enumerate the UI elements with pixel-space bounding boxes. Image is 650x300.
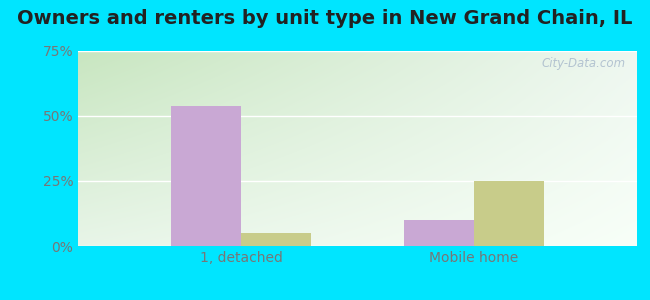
Bar (241, 233, 311, 246)
Text: Owners and renters by unit type in New Grand Chain, IL: Owners and renters by unit type in New G… (18, 9, 632, 28)
Legend: Owner occupied units, Renter occupied units: Owner occupied units, Renter occupied un… (174, 296, 541, 300)
Bar (404, 220, 474, 246)
Bar (171, 106, 241, 246)
Bar (474, 181, 544, 246)
Text: City-Data.com: City-Data.com (541, 57, 626, 70)
